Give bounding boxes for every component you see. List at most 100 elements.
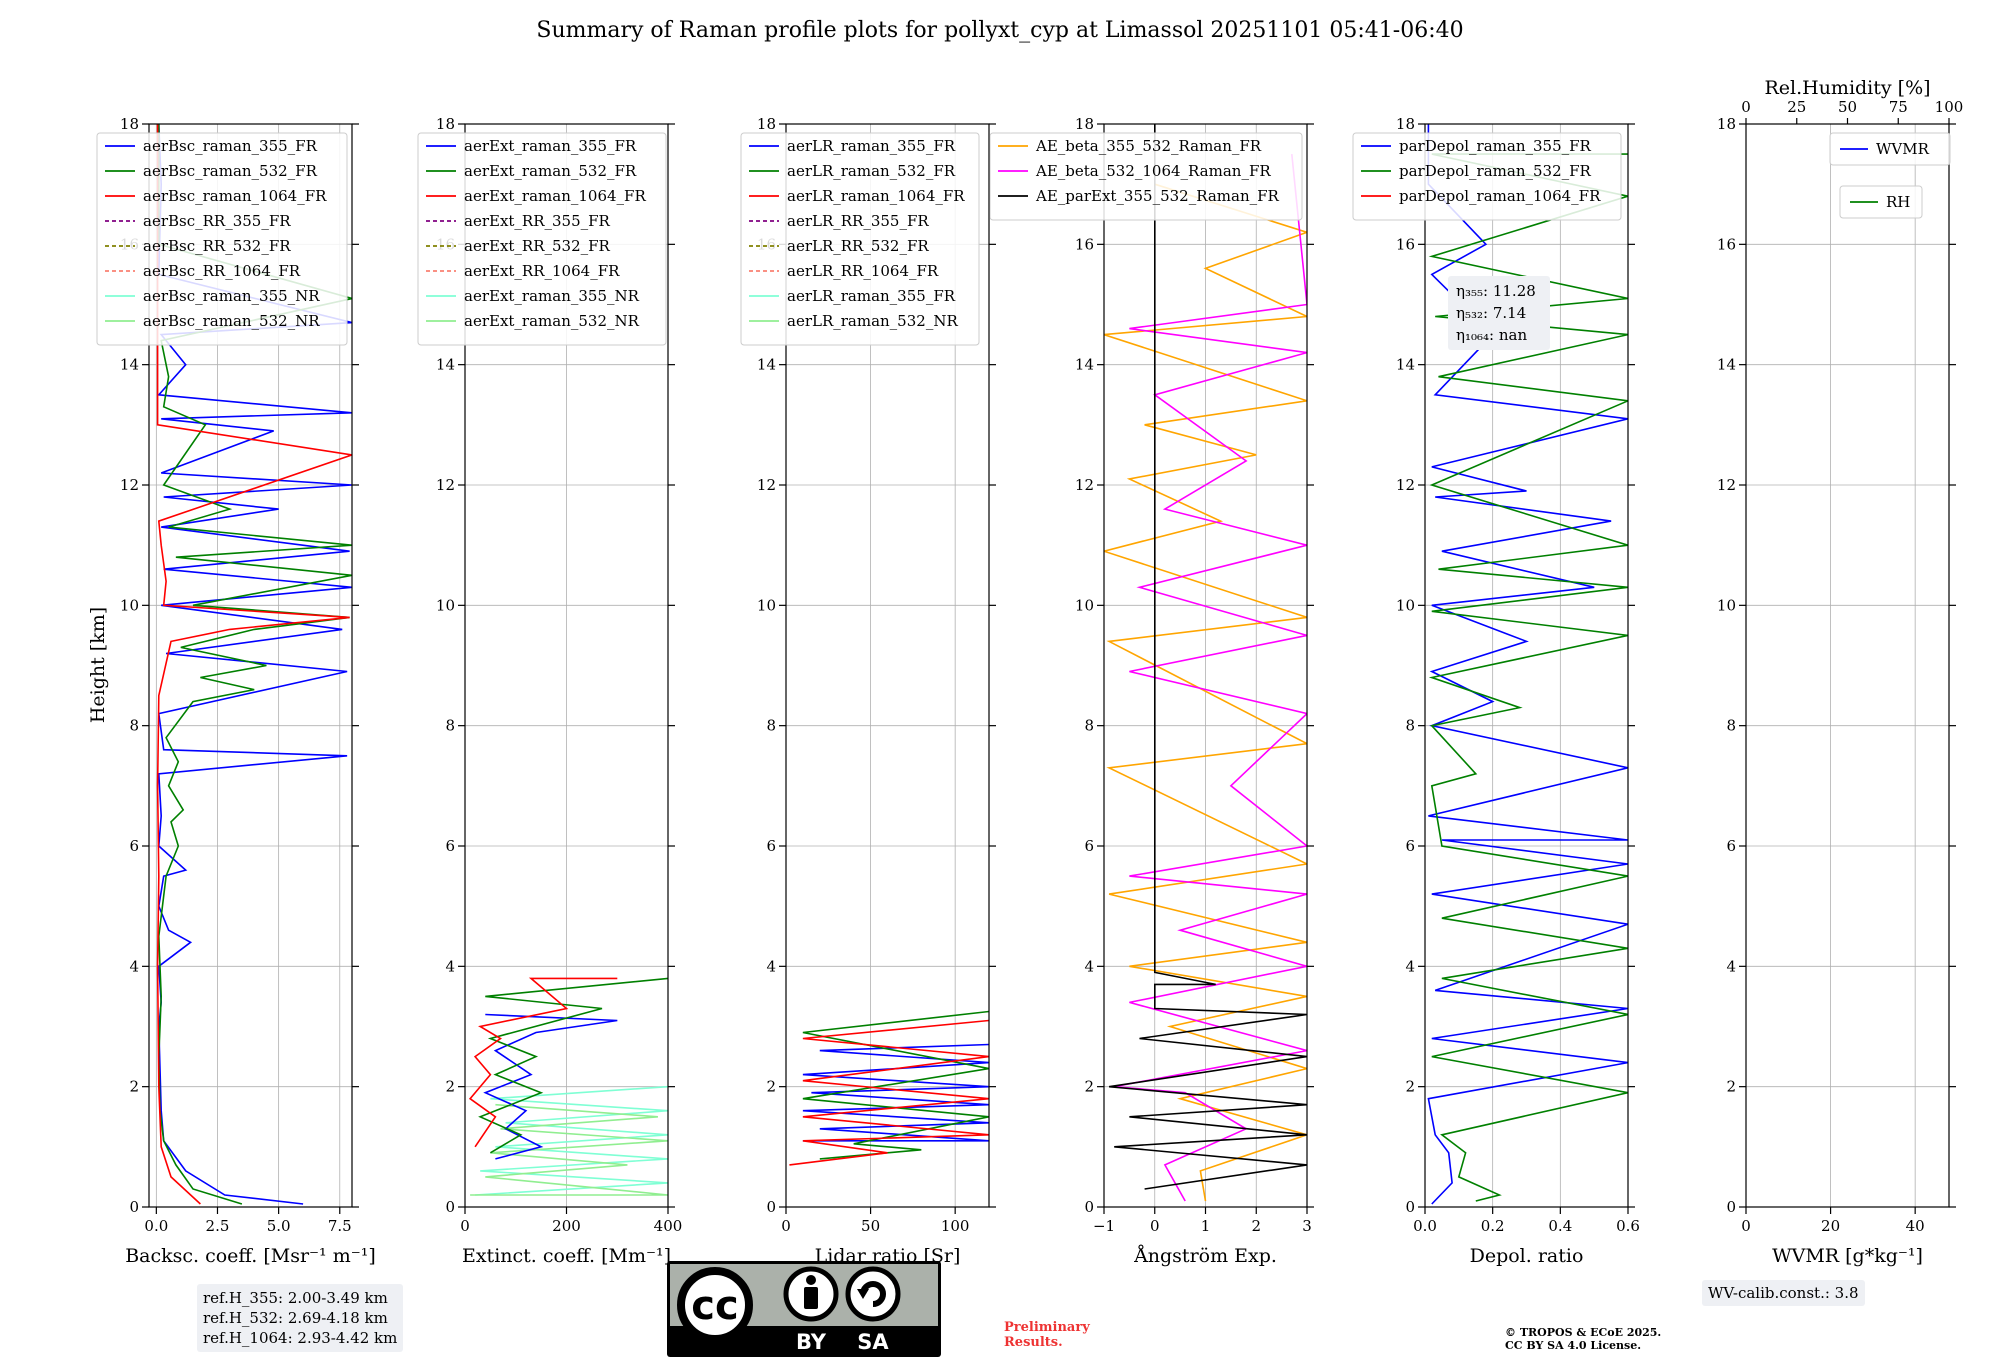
legend-entry-AE_beta_355_532_Raman_FR: AE_beta_355_532_Raman_FR [1035,137,1262,155]
legend-entry-aerExt_raman_355_FR: aerExt_raman_355_FR [464,137,637,155]
x-axis-label: Extinct. coeff. [Mm⁻¹] [462,1245,671,1267]
y-tick-label: 16 [1396,235,1415,253]
y-tick-label: 16 [1717,235,1736,253]
legend-entry-aerBsc_raman_532_NR: aerBsc_raman_532_NR [143,312,320,330]
y-tick-label: 0 [129,1198,139,1216]
x-tick-label: 50 [861,1217,880,1235]
top-tick-label: 100 [1935,98,1964,116]
legend-box [740,132,980,346]
x-tick-label: 5.0 [267,1217,291,1235]
series-aerExt_raman_355_NR [475,1085,668,1196]
annotation-line: η₃₅₅: 11.28 [1456,282,1536,300]
legend-box [417,132,667,346]
preliminary-results-note: Preliminary Results. [1004,1320,1090,1350]
y-axis-label: Height [km] [87,607,109,723]
legend-entry-aerBsc_raman_355_FR: aerBsc_raman_355_FR [143,137,318,155]
series-aerBsc_raman_532_FR [157,124,352,1205]
y-tick-label: 12 [1075,476,1094,494]
x-tick-label: 2 [1251,1217,1261,1235]
x-tick-label: 3 [1302,1217,1312,1235]
x-tick-label: −1 [1093,1217,1115,1235]
axes-frame [1745,123,1950,1208]
y-tick-label: 8 [1084,717,1094,735]
y-tick-label: 4 [1726,957,1736,975]
legend-entry-aerExt_raman_532_NR: aerExt_raman_532_NR [464,312,640,330]
legend-box [1829,132,1951,166]
axes-frame [1424,123,1629,1208]
copyright-note: © TROPOS & ECoE 2025. CC BY SA 4.0 Licen… [1505,1326,1661,1352]
series-aerBsc_raman_1064_FR [156,124,352,1205]
legend-box [96,132,348,346]
panel-ext: 0246810121416180200400Extinct. coeff. [M… [417,115,683,1267]
prelim-line-1: Preliminary [1004,1320,1090,1335]
x-tick-label: 0 [1741,1217,1751,1235]
legend-entry-aerLR_raman_355_FR: aerLR_raman_355_FR [787,137,956,155]
y-tick-label: 14 [1717,356,1736,374]
legend-entry-parDepol_raman_1064_FR: parDepol_raman_1064_FR [1399,187,1601,205]
series-aerLR_raman_1064_FR [789,1019,989,1166]
legend-entry-aerLR_RR_532_FR: aerLR_RR_532_FR [787,237,929,255]
y-tick-label: 8 [129,717,139,735]
x-tick-label: 40 [1906,1217,1925,1235]
legend: aerLR_raman_355_FR aerLR_raman_532_FR aerL… [740,132,980,346]
y-tick-label: 0 [1726,1198,1736,1216]
axes-frame [148,123,353,1208]
y-tick-label: 8 [445,717,455,735]
legend: AE_beta_355_532_Raman_FR AE_beta_532_1064… [989,132,1303,221]
legend-entry-WVMR: WVMR [1876,140,1930,158]
wv-calibration-box: WV-calib.const.: 3.8 [1702,1280,1865,1306]
y-tick-label: 18 [120,115,139,133]
svg-text:cc: cc [691,1283,738,1329]
y-tick-label: 0 [1084,1198,1094,1216]
annotation-line: η₅₃₂: 7.14 [1456,304,1526,322]
x-axis-label: Depol. ratio [1470,1245,1584,1267]
panel-depol: 0 2 4 6 8 10 12 14 16 18 0.0 0.2 0.4 0.6 Depol. ratio p… [1352,115,1640,1267]
legend-entry-aerLR_RR_1064_FR: aerLR_RR_1064_FR [787,262,939,280]
series-parDepol_raman_355_FR [1427,124,1628,1205]
legend: aerBsc_raman_355_FR aerBsc_raman_532_FRae… [96,132,348,346]
top-tick-label: 50 [1838,98,1857,116]
y-tick-label: 18 [1717,115,1736,133]
x-tick-label: 400 [654,1217,683,1235]
y-tick-label: 2 [1726,1078,1736,1096]
x-tick-label: 0.0 [144,1217,168,1235]
y-tick-label: 12 [436,476,455,494]
x-tick-label: 0.2 [1481,1217,1505,1235]
panel-wv: 0 2 4 6 8 10 12 14 16 18 0 20 40 WVMR [g*kg⁻¹] 0 25 50 75… [1717,77,1963,1267]
cc-logo-icon [677,1267,753,1343]
series-AE_beta_355_532_Raman_FR [1104,183,1307,1202]
y-tick-label: 6 [1405,837,1415,855]
legend-entry-aerLR_RR_355_FR: aerLR_RR_355_FR [787,212,929,230]
y-tick-label: 10 [436,596,455,614]
y-tick-label: 0 [445,1198,455,1216]
y-tick-label: 18 [757,115,776,133]
legend-entry-aerExt_raman_355_NR: aerExt_raman_355_NR [464,287,640,305]
y-tick-label: 10 [757,596,776,614]
ref-height-1064: ref.H_1064: 2.93-4.42 km [203,1329,398,1347]
x-tick-label: 0 [460,1217,470,1235]
legend-entry-aerExt_RR_355_FR: aerExt_RR_355_FR [464,212,611,230]
annotation-line: η₁₀₆₄: nan [1456,326,1527,344]
legend-entry-aerExt_raman_1064_FR: aerExt_raman_1064_FR [464,187,646,205]
legend-entry-aerBsc_raman_532_FR: aerBsc_raman_532_FR [143,162,318,180]
legend-entry-aerLR_raman_355_FR: aerLR_raman_355_FR [787,287,956,305]
y-tick-label: 18 [436,115,455,133]
legend-entry-parDepol_raman_532_FR: parDepol_raman_532_FR [1399,162,1592,180]
legend: parDepol_raman_355_FR parDepol_raman_532_… [1352,132,1622,221]
legend-entry-aerExt_RR_1064_FR: aerExt_RR_1064_FR [464,262,620,280]
y-tick-label: 2 [445,1078,455,1096]
legend-entry-aerBsc_raman_355_NR: aerBsc_raman_355_NR [143,287,320,305]
legend-entry-aerBsc_RR_532_FR: aerBsc_RR_532_FR [143,237,291,255]
x-tick-label: 7.5 [328,1217,352,1235]
y-tick-label: 14 [120,356,139,374]
y-tick-label: 12 [757,476,776,494]
y-tick-label: 10 [120,596,139,614]
sa-share-alike-icon [845,1266,901,1322]
top-axis-label: Rel.Humidity [%] [1764,77,1930,99]
series-aerExt_raman_532_FR [478,977,668,1154]
x-tick-label: 100 [941,1217,970,1235]
series-group [1104,124,1307,1202]
axes-frame [785,123,990,1208]
y-tick-label: 14 [1396,356,1415,374]
series-group [468,977,668,1196]
